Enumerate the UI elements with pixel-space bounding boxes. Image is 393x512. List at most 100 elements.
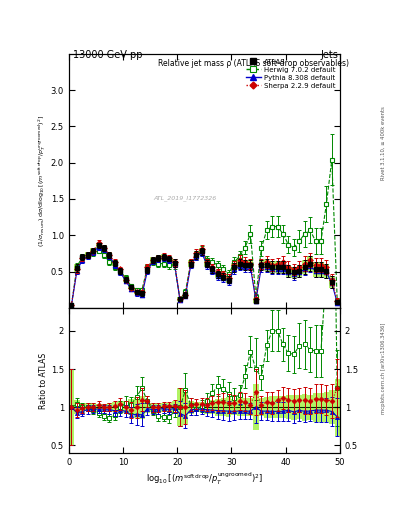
Bar [226,276,231,283]
Bar [210,400,215,415]
Bar [329,276,334,288]
Bar [242,260,248,270]
Bar [129,399,134,415]
Bar [297,395,302,419]
Bar [129,285,134,289]
Bar [204,401,210,414]
Bar [156,255,161,261]
Bar [118,401,123,413]
Bar [280,262,286,273]
Bar [248,260,253,270]
Bar [226,397,231,417]
Bar [193,402,199,413]
Bar [313,393,318,422]
Bar [259,260,264,270]
Bar [145,401,150,413]
Bar [101,403,107,411]
Bar [334,378,340,436]
Bar [215,399,220,416]
Bar [85,403,90,412]
Bar [188,260,193,267]
Bar [134,290,139,294]
Bar [177,388,183,426]
Bar [199,402,204,412]
Bar [291,395,297,420]
Bar [139,291,145,295]
Bar [183,292,188,298]
Bar [248,398,253,416]
Bar [107,403,112,412]
Bar [297,395,302,419]
Bar [177,297,183,302]
Bar [69,369,74,445]
Bar [297,265,302,276]
Bar [307,257,313,271]
Text: 13000 GeV pp: 13000 GeV pp [73,50,142,60]
Bar [193,251,199,259]
Bar [156,403,161,412]
Bar [150,257,156,263]
Bar [134,290,139,294]
Bar [129,285,134,289]
Bar [193,402,199,413]
Bar [313,262,318,276]
Bar [270,262,275,273]
Bar [334,300,340,304]
Bar [280,396,286,418]
Bar [112,402,118,412]
Bar [166,403,172,412]
Bar [264,397,270,418]
Bar [80,254,85,260]
Bar [307,257,313,271]
Bar [334,300,340,304]
Bar [253,298,259,303]
Bar [139,396,145,419]
Bar [112,402,118,412]
Bar [329,390,334,424]
Bar [96,243,101,248]
Bar [253,298,259,303]
Bar [112,260,118,266]
Bar [161,403,166,412]
Text: Rivet 3.1.10, ≥ 400k events: Rivet 3.1.10, ≥ 400k events [381,106,386,180]
Bar [324,264,329,278]
Bar [156,255,161,261]
Bar [324,392,329,422]
Bar [123,278,129,282]
Text: Relative jet mass ρ (ATLAS soft-drop observables): Relative jet mass ρ (ATLAS soft-drop obs… [158,59,349,68]
Bar [172,401,177,413]
Bar [80,403,85,412]
Bar [253,385,259,430]
Bar [237,398,242,416]
Bar [188,401,193,414]
Bar [302,394,307,421]
Bar [307,395,313,420]
Bar [286,265,291,276]
Bar [253,385,259,430]
Bar [101,245,107,250]
Bar [161,254,166,260]
Bar [90,248,96,253]
Bar [177,388,183,426]
Bar [123,278,129,282]
Text: Jets: Jets [320,50,338,60]
Bar [69,304,74,307]
Bar [318,393,324,422]
Bar [237,398,242,416]
Bar [101,245,107,250]
Bar [80,254,85,260]
Bar [237,259,242,269]
Bar [145,267,150,273]
Bar [183,292,188,298]
Bar [231,399,237,415]
Bar [183,390,188,424]
Bar [270,396,275,418]
Bar [96,403,101,411]
Bar [172,259,177,267]
Bar [172,259,177,267]
Bar [129,399,134,415]
Bar [248,260,253,270]
Bar [307,395,313,420]
Bar [107,252,112,258]
Bar [318,262,324,276]
